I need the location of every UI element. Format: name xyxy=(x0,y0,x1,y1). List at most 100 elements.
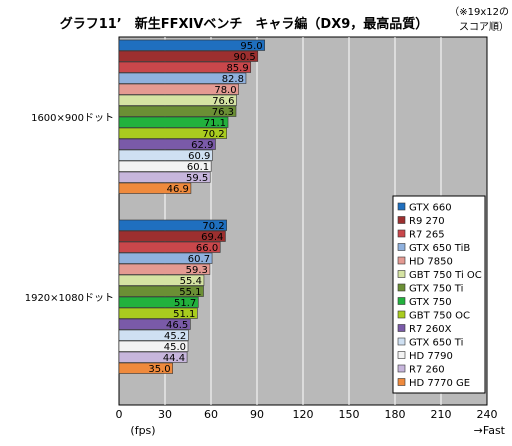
bar-value-label: 45.2 xyxy=(164,331,186,342)
bar-value-label: 51.7 xyxy=(174,298,196,309)
legend-label: GBT 750 OC xyxy=(409,311,470,322)
bar xyxy=(118,274,205,286)
legend-swatch xyxy=(397,297,406,305)
category-labels: 1600×900ドット 1920×1080ドット xyxy=(25,113,114,304)
x-tick-label: 60 xyxy=(204,408,218,421)
value-labels: 95.090.585.982.878.076.676.371.170.262.9… xyxy=(148,41,262,375)
bar-value-label: 90.5 xyxy=(234,52,256,63)
bar xyxy=(118,94,237,106)
legend-swatch xyxy=(397,283,406,292)
bar-value-label: 45.0 xyxy=(164,342,186,353)
bar-value-label: 70.2 xyxy=(202,221,224,232)
bar-value-label: 46.5 xyxy=(166,320,188,331)
bar xyxy=(118,171,211,183)
bar xyxy=(118,105,237,117)
bar-value-label: 66.0 xyxy=(196,243,218,254)
legend-swatch xyxy=(397,310,406,319)
bar-value-label: 76.3 xyxy=(212,107,234,118)
bar-value-label: 82.8 xyxy=(222,74,244,85)
bar-value-label: 78.0 xyxy=(214,85,236,96)
bar xyxy=(118,318,191,330)
bar xyxy=(118,72,247,84)
bar xyxy=(118,138,216,150)
bar xyxy=(118,307,198,319)
bar-value-label: 95.0 xyxy=(240,41,262,52)
x-tick-label: 150 xyxy=(339,408,360,421)
bar-value-label: 60.9 xyxy=(188,151,210,162)
x-tick-label: 120 xyxy=(293,408,314,421)
bar xyxy=(118,263,211,275)
legend-swatch xyxy=(397,378,406,386)
bar xyxy=(118,252,213,264)
legend-label: GTX 750 xyxy=(409,297,452,308)
bar-value-label: 59.5 xyxy=(186,173,208,184)
chart-note-line-1: （※19x12の xyxy=(449,6,509,18)
bar-value-label: 60.7 xyxy=(188,254,210,265)
x-axis-label: (fps) xyxy=(130,424,155,437)
bar xyxy=(118,329,189,341)
legend-label: HD 7770 GE xyxy=(409,378,470,389)
bar-value-label: 55.1 xyxy=(179,287,201,298)
legend-swatch xyxy=(397,243,406,251)
bar xyxy=(118,340,189,352)
bar xyxy=(118,160,212,172)
x-tick-label: 0 xyxy=(116,408,123,421)
legend-swatch xyxy=(397,324,406,332)
legend-swatch xyxy=(397,364,406,373)
bar-value-label: 44.4 xyxy=(163,353,185,364)
legend-label: R7 260 xyxy=(409,365,445,376)
bar xyxy=(118,351,188,363)
legend-label: R7 260X xyxy=(409,324,452,335)
legend-swatch xyxy=(397,202,406,211)
legend-label: GTX 660 xyxy=(409,203,452,214)
x-tick-label: 210 xyxy=(431,408,452,421)
bar xyxy=(118,127,227,139)
category-label: 1920×1080ドット xyxy=(25,293,114,304)
bar-value-label: 76.6 xyxy=(212,96,234,107)
legend-swatch xyxy=(397,256,406,265)
legend: GTX 660 R9 270 R7 265 GTX 650 TiB HD 7850 GBT… xyxy=(392,195,486,394)
bar xyxy=(118,362,173,374)
bar xyxy=(118,241,221,253)
chart-note-line-2: スコア順） xyxy=(459,21,509,33)
bar-value-label: 35.0 xyxy=(148,364,170,375)
legend-swatch xyxy=(397,229,406,238)
bar-value-label: 51.1 xyxy=(173,309,195,320)
bars xyxy=(118,39,265,374)
x-tick-label: 90 xyxy=(250,408,264,421)
x-tick-labels: 0 30 60 90 120 150 180 210 240 xyxy=(116,408,498,421)
legend-label: HD 7790 xyxy=(409,351,453,362)
category-label: 1600×900ドット xyxy=(31,113,114,124)
bar xyxy=(118,149,213,161)
bar xyxy=(118,83,239,95)
bar-value-label: 71.1 xyxy=(204,118,226,129)
bar-value-label: 59.3 xyxy=(186,265,208,276)
bar-value-label: 62.9 xyxy=(191,140,213,151)
bar xyxy=(118,50,259,62)
bar-value-label: 46.9 xyxy=(167,184,189,195)
x-axis-direction-label: →Fast xyxy=(474,424,506,437)
x-tick-label: 240 xyxy=(477,408,498,421)
legend-swatch xyxy=(397,351,406,359)
bar-value-label: 55.4 xyxy=(180,276,202,287)
legend-swatch xyxy=(397,270,406,278)
bar-value-label: 70.2 xyxy=(202,129,224,140)
bar xyxy=(118,116,229,128)
bar xyxy=(118,296,199,308)
legend-swatch xyxy=(397,216,406,224)
legend-label: HD 7850 xyxy=(409,257,453,268)
legend-label: GTX 650 Ti xyxy=(409,338,463,349)
legend-label: R9 270 xyxy=(409,216,445,227)
bar xyxy=(118,219,227,231)
legend-label: GTX 750 Ti xyxy=(409,284,463,295)
chart-title: グラフ11’ 新生FFXIVベンチ キャラ編（DX9，最高品質） xyxy=(60,16,429,32)
bar xyxy=(118,230,226,242)
bar-value-label: 69.4 xyxy=(201,232,223,243)
bar xyxy=(118,182,192,194)
legend-label: GTX 650 TiB xyxy=(409,243,470,254)
x-tick-label: 30 xyxy=(158,408,172,421)
bar-value-label: 85.9 xyxy=(226,63,248,74)
legend-label: GBT 750 Ti OC xyxy=(409,270,482,281)
